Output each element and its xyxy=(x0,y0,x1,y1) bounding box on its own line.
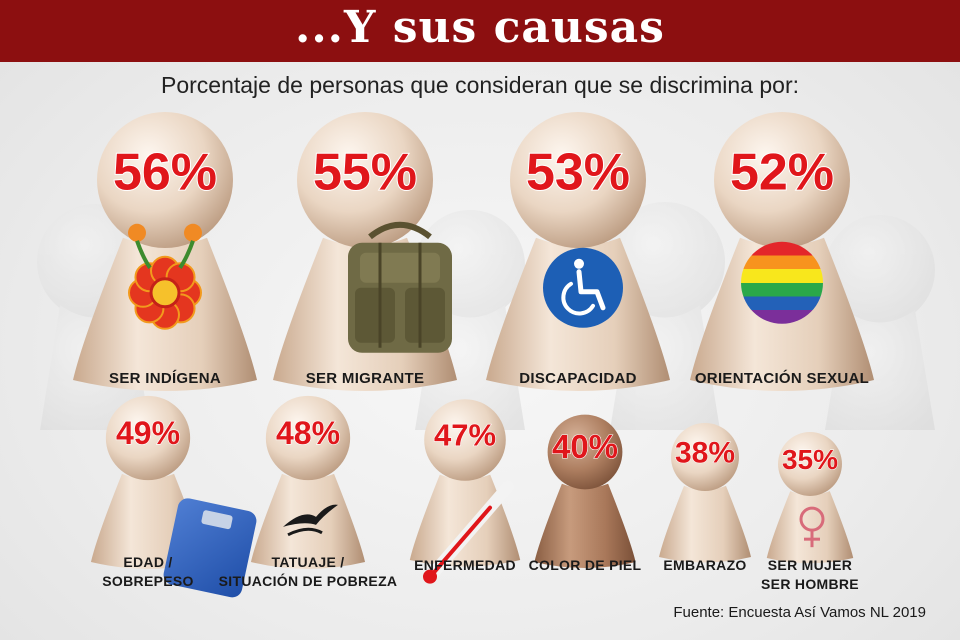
pawn-item: 40% COLOR DE PIEL xyxy=(529,414,642,573)
percent-label: 49% xyxy=(116,415,180,451)
pawn-item: 49% EDAD / SOBREPESO xyxy=(90,395,257,598)
category-label: EMBARAZO xyxy=(663,557,746,573)
pawn-item: 47% ENFERMEDAD xyxy=(409,399,521,584)
pawn-item: 56% SER INDÍGENA xyxy=(73,112,257,391)
wheelchair-icon xyxy=(543,247,623,328)
category-label: SOBREPESO xyxy=(102,573,193,589)
pawn-head-icon xyxy=(297,112,433,248)
pawn-body-icon xyxy=(766,491,854,564)
pawn-item: 52% ORIENTACIÓN SEXUAL xyxy=(690,112,874,391)
pawn-item: 48% TATUAJE / SITUACIÓN DE POBREZA xyxy=(219,395,398,589)
percent-label: 40% xyxy=(552,428,618,465)
percent-label: 56% xyxy=(113,143,217,201)
category-label: ENFERMEDAD xyxy=(414,557,516,573)
source-note: Fuente: Encuesta Así Vamos NL 2019 xyxy=(673,604,926,621)
pawn-head-icon xyxy=(105,395,191,481)
female-symbol-icon xyxy=(799,506,825,548)
category-label: COLOR DE PIEL xyxy=(529,557,642,573)
percent-label: 53% xyxy=(526,143,630,201)
category-label: DISCAPACIDAD xyxy=(519,370,637,387)
page-subtitle: Porcentaje de personas que consideran qu… xyxy=(161,72,799,98)
category-label: SITUACIÓN DE POBREZA xyxy=(219,572,398,589)
percent-label: 38% xyxy=(675,436,735,469)
percent-label: 52% xyxy=(730,143,834,201)
category-label: SER MIGRANTE xyxy=(306,370,425,387)
pawn-head-icon xyxy=(510,112,646,248)
backpack-icon xyxy=(348,221,452,353)
percent-label: 35% xyxy=(782,444,838,475)
percent-label: 47% xyxy=(434,418,496,453)
category-label: SER HOMBRE xyxy=(761,576,859,592)
pawn-head-icon xyxy=(671,423,739,491)
category-label: SER MUJER xyxy=(768,557,852,573)
pawn-item: 53% DISCAPACIDAD xyxy=(486,112,670,391)
embroidered-flower-icon xyxy=(128,223,202,330)
pawn-item: 55% SER MIGRANTE xyxy=(273,112,457,391)
pawn-head-icon xyxy=(265,395,351,481)
thermometer-icon xyxy=(423,480,514,584)
pawn-head-icon xyxy=(97,112,233,248)
percent-label: 48% xyxy=(276,415,340,451)
bathroom-scale-icon xyxy=(163,498,257,598)
tribal-tattoo-icon xyxy=(283,504,338,537)
category-label: ORIENTACIÓN SEXUAL xyxy=(695,369,869,387)
pawn-head-icon xyxy=(778,432,842,496)
pawn-head-icon xyxy=(547,414,623,490)
pawn-head-icon xyxy=(714,112,850,248)
category-label: EDAD / xyxy=(123,554,172,570)
pawn-item: 38% EMBARAZO xyxy=(659,423,751,573)
percent-label: 55% xyxy=(313,143,417,201)
pawn-head-icon xyxy=(424,399,506,481)
category-label: TATUAJE / xyxy=(272,554,345,570)
pawn-item: 35% SER MUJER SER HOMBRE xyxy=(761,432,859,592)
rainbow-flag-icon xyxy=(741,241,823,324)
page-title: ...Y sus causas xyxy=(295,2,665,53)
pawn-body-icon xyxy=(659,485,751,563)
title-bar xyxy=(0,0,960,62)
pawn-series: 56% SER INDÍGENA 55% SER MIGRANTE 53% DISCAPA… xyxy=(73,112,874,598)
pawn-body-icon xyxy=(534,483,636,569)
category-label: SER INDÍGENA xyxy=(109,370,221,387)
